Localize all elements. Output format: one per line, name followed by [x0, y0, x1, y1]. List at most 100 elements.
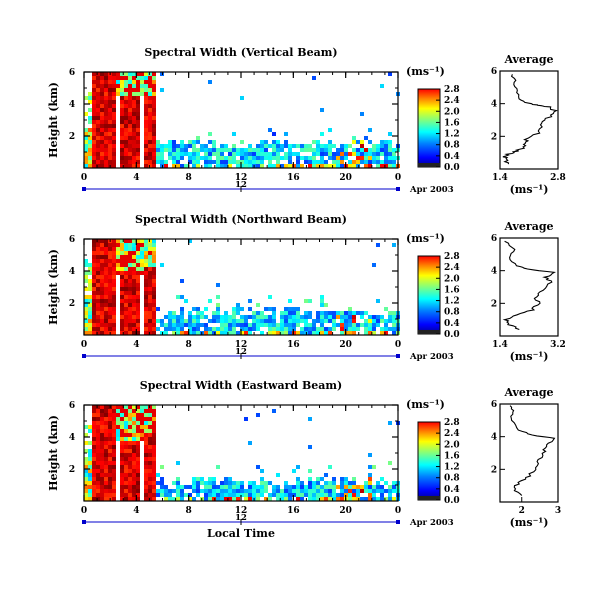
y-tick-label: 4: [69, 433, 75, 443]
heatmap-cell: [88, 136, 92, 140]
heatmap-cell: [84, 136, 88, 140]
heatmap-cell: [340, 311, 344, 315]
heatmap-cell: [104, 331, 108, 335]
heatmap-cell: [148, 493, 152, 497]
heatmap-cell: [124, 303, 128, 307]
heatmap-cell: [100, 80, 104, 84]
heatmap-cell: [228, 477, 232, 481]
heatmap-cell: [96, 243, 100, 247]
heatmap-cell: [108, 469, 112, 473]
heatmap-cell: [108, 259, 112, 263]
heatmap-cell: [148, 92, 152, 96]
heatmap-cell: [220, 323, 224, 327]
heatmap-cell: [156, 489, 160, 493]
heatmap-cell: [260, 485, 264, 489]
heatmap-cell: [160, 485, 164, 489]
heatmap-cell: [140, 239, 144, 243]
heatmap-cell: [136, 80, 140, 84]
heatmap-cell: [144, 84, 148, 88]
heatmap-cell: [124, 457, 128, 461]
heatmap-cell: [368, 156, 372, 160]
heatmap-cell: [160, 323, 164, 327]
heatmap-cell: [124, 497, 128, 501]
colorbar-bottom-band: [418, 163, 440, 167]
heatmap-cell: [212, 319, 216, 323]
heatmap-cell: [136, 152, 140, 156]
heatmap-cell: [344, 485, 348, 489]
heatmap-cell: [128, 469, 132, 473]
heatmap-cell: [336, 485, 340, 489]
heatmap-cell: [352, 489, 356, 493]
heatmap-cell: [88, 481, 92, 485]
heatmap-cell: [180, 307, 184, 311]
heatmap-cell: [236, 489, 240, 493]
heatmap-cell: [104, 465, 108, 469]
heatmap-cell: [104, 453, 108, 457]
y-tick-label: 2: [69, 132, 75, 142]
heatmap-cell: [84, 299, 88, 303]
heatmap-cell: [144, 104, 148, 108]
heatmap-cell: [100, 485, 104, 489]
heatmap-cell: [272, 307, 276, 311]
heatmap-cell: [96, 144, 100, 148]
heatmap-cell: [100, 323, 104, 327]
heatmap-cell: [104, 489, 108, 493]
heatmap-cell: [92, 429, 96, 433]
heatmap-cell: [208, 319, 212, 323]
heatmap-cell: [120, 307, 124, 311]
heatmap-cell: [88, 331, 92, 335]
heatmap-cell: [228, 489, 232, 493]
heatmap-cell: [128, 311, 132, 315]
heatmap-cell: [88, 164, 92, 168]
heatmap-cell: [244, 489, 248, 493]
heatmap-cell: [388, 497, 392, 501]
heatmap-cell: [120, 156, 124, 160]
heatmap-cell: [260, 477, 264, 481]
heatmap-cell: [256, 489, 260, 493]
heatmap-cell: [92, 481, 96, 485]
heatmap-cell: [116, 433, 120, 437]
heatmap-cell: [88, 441, 92, 445]
heatmap-cell: [100, 417, 104, 421]
heatmap-cell: [212, 148, 216, 152]
colorbar-unit: (ms⁻¹): [406, 398, 445, 411]
heatmap-cell: [104, 247, 108, 251]
heatmap-cell: [356, 323, 360, 327]
heatmap-cell: [388, 493, 392, 497]
heatmap-cell: [108, 461, 112, 465]
heatmap-cell: [376, 164, 380, 168]
heatmap-cell: [116, 247, 120, 251]
heatmap-cell: [236, 493, 240, 497]
heatmap-cell: [88, 489, 92, 493]
heatmap-cell: [128, 453, 132, 457]
heatmap-cell: [120, 160, 124, 164]
heatmap-cell: [312, 160, 316, 164]
heatmap-cell: [360, 156, 364, 160]
heatmap-cell: [104, 116, 108, 120]
heatmap-cell: [268, 144, 272, 148]
heatmap-cell: [108, 477, 112, 481]
heatmap-cell: [244, 160, 248, 164]
heatmap-cell: [140, 247, 144, 251]
heatmap-cell: [144, 267, 148, 271]
heatmap-cell: [320, 489, 324, 493]
heatmap-cell: [132, 425, 136, 429]
heatmap-cell: [96, 80, 100, 84]
heatmap-cell: [252, 323, 256, 327]
heatmap-cell: [180, 164, 184, 168]
heatmap-cell: [304, 327, 308, 331]
heatmap-cell: [128, 287, 132, 291]
heatmap-cell: [308, 148, 312, 152]
colorbar-tick-label: 1.2: [444, 297, 460, 307]
heatmap-cell: [120, 251, 124, 255]
heatmap-cell: [192, 327, 196, 331]
heatmap-cell: [124, 128, 128, 132]
heatmap-cell: [104, 315, 108, 319]
heatmap-cell: [116, 263, 120, 267]
heatmap-cell: [288, 164, 292, 168]
colorbar-tick-label: 0.8: [444, 141, 460, 151]
heatmap-cell: [264, 497, 268, 501]
heatmap-cell: [132, 413, 136, 417]
heatmap-cell: [124, 315, 128, 319]
heatmap-cell: [276, 148, 280, 152]
